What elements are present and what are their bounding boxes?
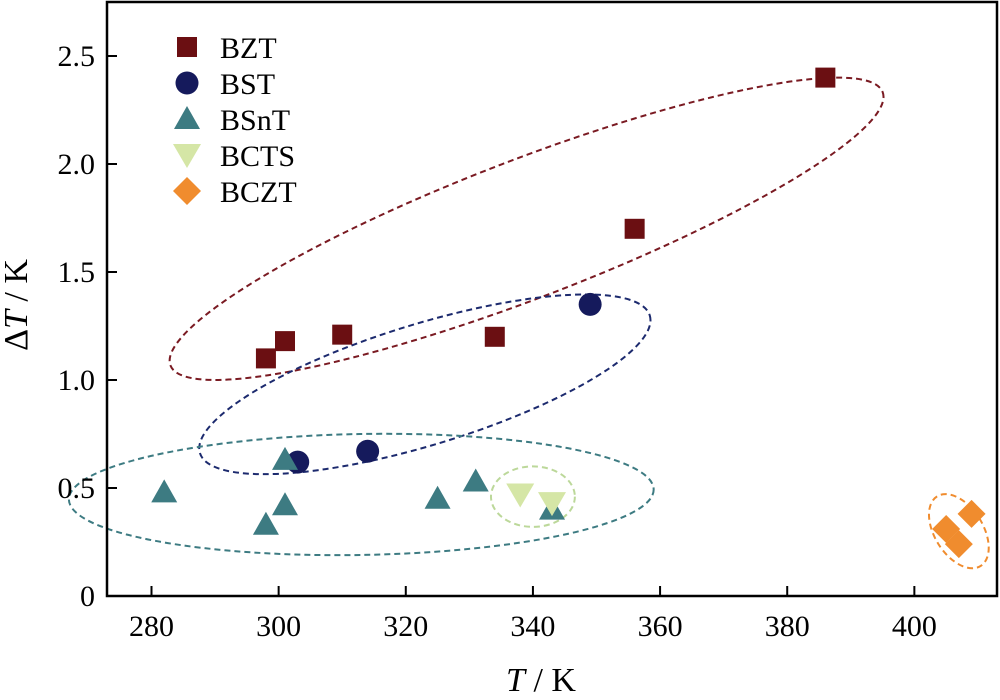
- y-tick-label: 2.0: [58, 148, 96, 181]
- y-tick-label: 1.5: [58, 256, 96, 289]
- x-tick-label: 400: [892, 610, 937, 643]
- legend-label-bzt: BZT: [220, 32, 277, 65]
- axis-ticks: 280 300 320 340 360 380 400 0 0.5 1.0 1.5 2.0 2.5: [58, 40, 937, 643]
- data-point-bsnt: [272, 446, 298, 470]
- data-point-bzt: [484, 326, 505, 347]
- data-point-bzt: [624, 218, 645, 239]
- data-points: [151, 67, 986, 559]
- y-tick-label: 2.5: [58, 40, 96, 73]
- legend-label-bczt: BCZT: [220, 176, 297, 209]
- ellipse-bsnt: [67, 432, 655, 557]
- x-tick-label: 340: [510, 610, 555, 643]
- y-axis-label-symbol: T: [0, 308, 35, 329]
- legend-label-bsnt: BSnT: [220, 104, 290, 137]
- y-tick-label: 0.5: [58, 472, 96, 505]
- plot-frame: [105, 0, 999, 598]
- x-tick-label: 280: [129, 610, 174, 643]
- x-tick-label: 360: [638, 610, 683, 643]
- legend-marker-bzt: [177, 37, 197, 57]
- legend-marker-bcts: [173, 144, 201, 168]
- x-tick-label: 300: [256, 610, 301, 643]
- data-point-bsnt: [272, 492, 298, 516]
- y-tick-label: 0: [80, 580, 95, 613]
- y-axis-label-prefix: Δ: [0, 329, 35, 351]
- legend-marker-bsnt: [174, 106, 200, 129]
- data-point-bsnt: [424, 485, 451, 509]
- x-axis-label-symbol: T: [506, 662, 527, 699]
- data-point-bzt: [255, 348, 276, 369]
- x-axis-label: T / K: [506, 662, 576, 699]
- y-axis-label-unit: / K: [0, 259, 35, 310]
- x-tick-label: 320: [383, 610, 428, 643]
- data-point-bzt: [275, 331, 295, 352]
- ellipse-bcts: [489, 465, 576, 528]
- data-point-bsnt: [462, 468, 489, 492]
- data-point-bst: [356, 439, 380, 463]
- legend-marker-bst: [175, 71, 199, 95]
- x-tick-label: 380: [765, 610, 810, 643]
- data-point-bsnt: [151, 479, 178, 503]
- y-axis-label: ΔT / K: [0, 259, 35, 351]
- group-ellipses: [67, 76, 990, 570]
- legend-marker-bczt: [173, 177, 201, 205]
- data-point-bzt: [815, 67, 836, 88]
- x-axis-label-unit: / K: [525, 662, 576, 699]
- ellipse-bzt: [168, 76, 885, 381]
- legend-label-bcts: BCTS: [220, 140, 295, 173]
- data-point-bcts: [538, 492, 566, 517]
- y-tick-label: 1.0: [58, 364, 96, 397]
- legend-label-bst: BST: [220, 68, 275, 101]
- data-point-bcts: [506, 483, 535, 508]
- data-point-bst: [578, 292, 602, 316]
- data-point-bczt: [957, 499, 986, 528]
- data-point-bzt: [332, 324, 353, 345]
- ellipse-bst: [198, 293, 652, 476]
- data-point-bczt: [944, 530, 973, 559]
- data-point-bsnt: [252, 511, 279, 535]
